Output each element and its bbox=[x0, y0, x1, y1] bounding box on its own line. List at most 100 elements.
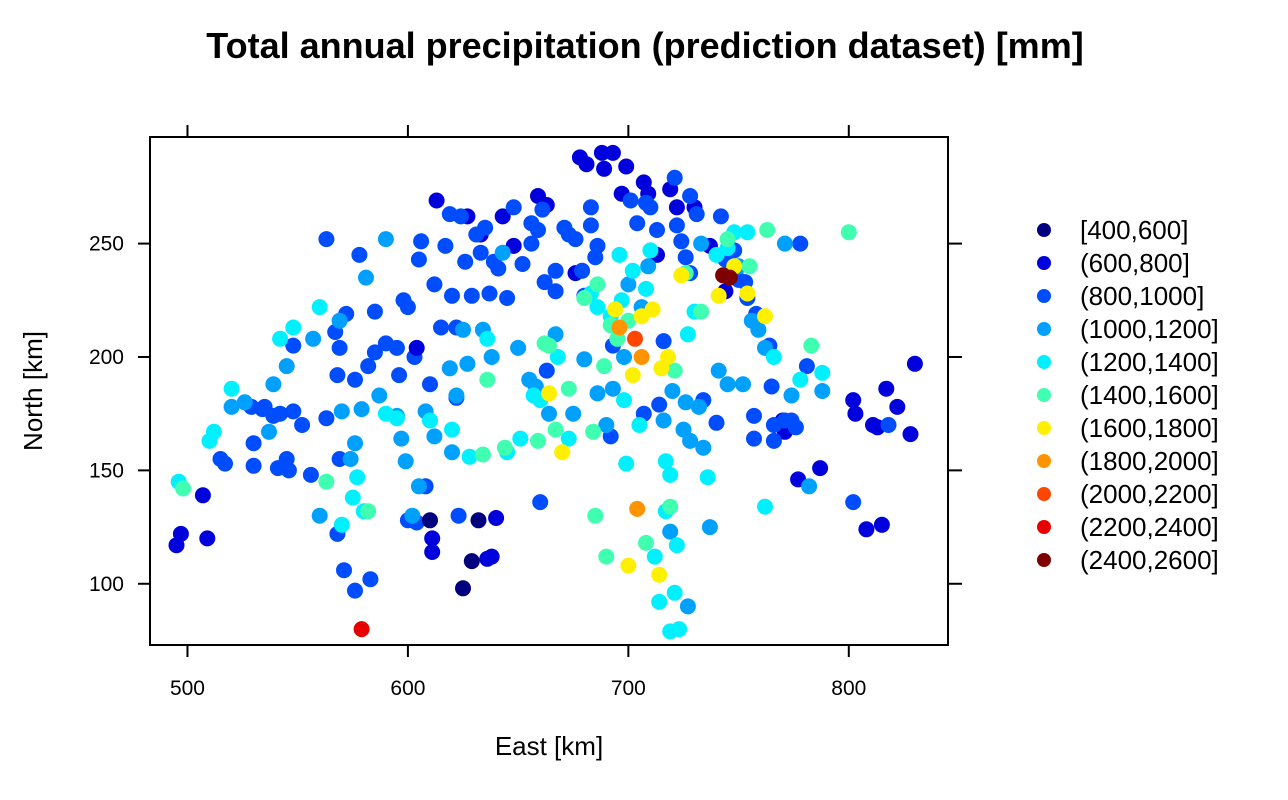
data-point bbox=[194, 487, 211, 504]
legend-marker bbox=[1037, 553, 1051, 567]
data-point bbox=[666, 169, 683, 186]
x-axis-bottom: 500 600 700 800 bbox=[170, 645, 866, 700]
data-point bbox=[677, 249, 694, 266]
data-point bbox=[331, 451, 348, 467]
legend-label: (1800,2000] bbox=[1080, 446, 1219, 476]
data-point bbox=[353, 401, 370, 418]
data-point bbox=[662, 498, 679, 515]
y-tick-label: 250 bbox=[89, 233, 124, 256]
data-point bbox=[560, 430, 577, 447]
data-point bbox=[576, 290, 593, 306]
data-point bbox=[285, 337, 302, 354]
data-point bbox=[721, 269, 738, 286]
data-point bbox=[404, 507, 421, 524]
data-point bbox=[589, 299, 606, 316]
data-point bbox=[629, 500, 646, 517]
data-point bbox=[388, 410, 405, 427]
x-axis-top bbox=[186, 125, 850, 137]
data-point bbox=[651, 593, 668, 610]
data-point bbox=[285, 319, 302, 336]
data-point bbox=[589, 276, 606, 293]
data-point bbox=[682, 188, 699, 204]
data-point bbox=[666, 362, 683, 379]
data-point bbox=[461, 448, 478, 465]
data-point bbox=[311, 507, 328, 524]
data-point bbox=[358, 269, 374, 286]
data-point bbox=[422, 512, 438, 529]
data-point bbox=[690, 398, 707, 415]
data-point bbox=[574, 262, 591, 279]
data-point bbox=[624, 367, 641, 384]
data-point bbox=[701, 519, 718, 536]
data-point bbox=[388, 339, 405, 356]
data-point bbox=[305, 330, 322, 347]
data-point bbox=[199, 530, 216, 547]
data-point bbox=[598, 548, 615, 565]
data-point bbox=[424, 530, 441, 547]
data-point bbox=[444, 444, 460, 461]
data-point bbox=[624, 262, 641, 279]
y-tick-label: 200 bbox=[89, 346, 124, 369]
data-point bbox=[223, 380, 240, 397]
data-point bbox=[765, 432, 782, 449]
data-point bbox=[675, 421, 692, 438]
data-point bbox=[272, 405, 289, 422]
data-point bbox=[845, 392, 862, 409]
legend-label: (1200,1400] bbox=[1080, 347, 1219, 377]
data-point bbox=[660, 349, 676, 365]
data-point bbox=[593, 144, 610, 161]
data-point bbox=[534, 201, 551, 218]
data-point bbox=[792, 371, 809, 388]
data-point bbox=[494, 208, 511, 225]
data-point bbox=[803, 337, 820, 354]
data-point bbox=[547, 283, 564, 300]
data-point bbox=[245, 457, 262, 474]
data-point bbox=[649, 222, 665, 238]
data-point bbox=[880, 417, 897, 433]
data-point bbox=[735, 376, 751, 393]
data-point bbox=[426, 428, 443, 445]
data-point bbox=[631, 417, 648, 433]
data-point bbox=[538, 362, 555, 379]
y-tick-label: 150 bbox=[89, 459, 124, 482]
data-point bbox=[638, 280, 654, 297]
data-point bbox=[536, 274, 553, 291]
chart-title: Total annual precipitation (prediction d… bbox=[206, 25, 1083, 66]
legend-marker bbox=[1037, 289, 1051, 303]
data-point bbox=[510, 339, 527, 356]
data-point bbox=[408, 339, 425, 356]
data-point bbox=[452, 208, 469, 225]
data-point bbox=[366, 344, 383, 361]
data-point bbox=[865, 417, 881, 433]
data-point bbox=[644, 301, 661, 318]
legend-label: (2400,2600] bbox=[1080, 545, 1219, 575]
data-point bbox=[530, 432, 546, 449]
data-point bbox=[371, 387, 388, 404]
data-point bbox=[604, 144, 621, 161]
data-point bbox=[695, 439, 712, 456]
data-point bbox=[858, 521, 875, 538]
legend-label: (2000,2200] bbox=[1080, 479, 1219, 509]
data-point bbox=[205, 423, 222, 440]
data-point bbox=[424, 544, 441, 560]
data-point bbox=[633, 349, 650, 365]
data-point bbox=[589, 385, 606, 402]
data-point bbox=[576, 351, 593, 368]
data-point bbox=[587, 507, 604, 524]
data-point bbox=[710, 362, 727, 379]
data-point bbox=[693, 235, 710, 252]
data-point bbox=[294, 417, 311, 433]
data-point bbox=[333, 516, 350, 533]
data-point bbox=[620, 276, 637, 293]
data-point bbox=[496, 439, 513, 456]
data-point bbox=[598, 417, 615, 433]
data-point bbox=[541, 385, 557, 402]
data-point bbox=[693, 303, 710, 320]
data-point bbox=[616, 349, 632, 365]
legend-marker bbox=[1037, 454, 1051, 468]
data-point bbox=[547, 262, 564, 279]
data-point bbox=[554, 444, 571, 461]
data-point bbox=[450, 507, 467, 524]
data-point bbox=[272, 330, 289, 347]
